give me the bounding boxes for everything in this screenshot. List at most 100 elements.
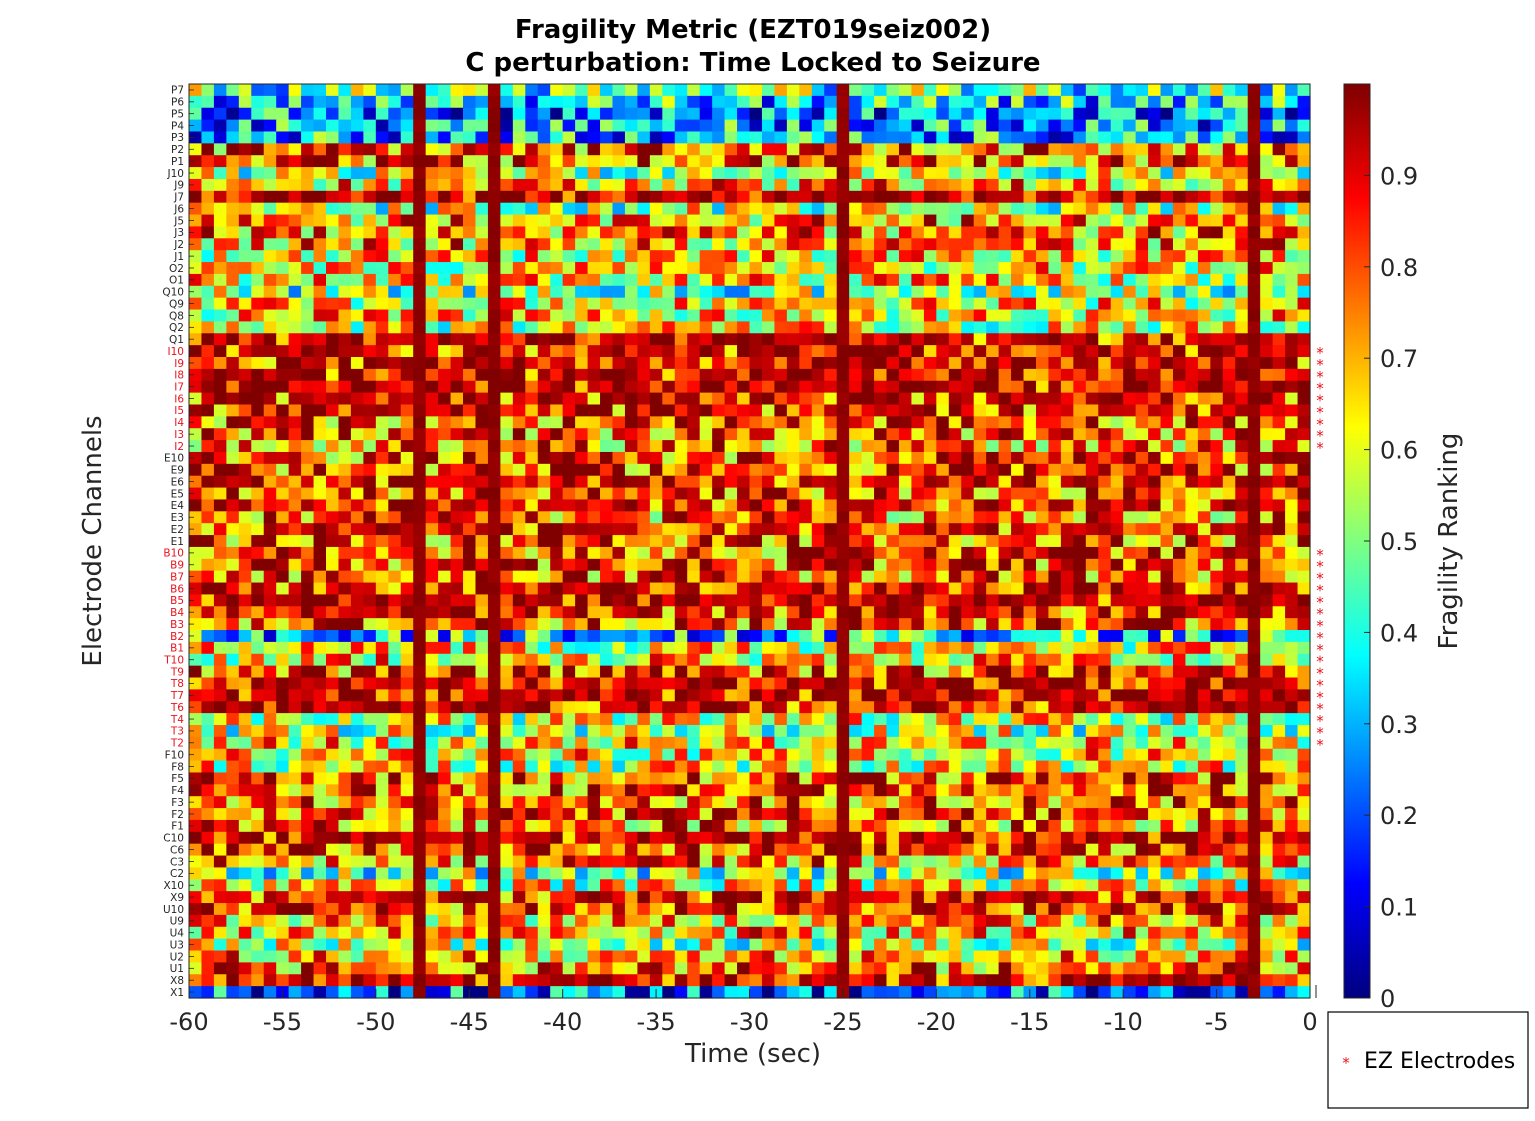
heatmap-cell [1197,392,1211,406]
heatmap-cell [886,143,900,156]
heatmap-cell [811,713,825,726]
heatmap-cell [1123,345,1137,358]
heatmap-cell [886,107,900,121]
heatmap-cell [1011,665,1025,679]
heatmap-cell [936,487,950,501]
heatmap-cell [687,451,701,465]
heatmap-cell [649,273,663,287]
heatmap-cell [1073,297,1087,311]
heatmap-cell [849,523,863,536]
heatmap-cell [624,107,638,121]
heatmap-cell [1035,357,1050,370]
heatmap-cell [886,273,900,287]
heatmap-cell [1023,523,1037,536]
heatmap-cell [388,404,402,417]
heatmap-cell [450,416,464,429]
heatmap-cell [836,440,850,453]
heatmap-cell [836,357,850,370]
heatmap-cell [550,428,564,441]
heatmap-cell [1085,440,1099,453]
heatmap-cell [562,357,576,370]
heatmap-cell [276,262,290,275]
heatmap-cell [612,440,626,453]
heatmap-cell [849,190,863,204]
heatmap-cell [624,511,638,524]
heatmap-cell [986,380,1000,394]
heatmap-cell [413,582,427,596]
heatmap-cell [861,119,875,133]
heatmap-cell [824,107,838,121]
heatmap-cell [1210,475,1224,489]
heatmap-cell [1073,570,1087,584]
heatmap-cell [425,630,439,643]
heatmap-cell [886,689,900,702]
heatmap-cell [525,689,539,702]
heatmap-cell [450,701,464,714]
heatmap-cell [450,570,464,584]
heatmap-cell [263,630,277,643]
heatmap-cell [313,392,327,406]
heatmap-cell [189,309,203,322]
heatmap-cell [998,594,1012,607]
heatmap-cell [774,428,788,441]
heatmap-cell [1048,475,1062,489]
heatmap-cell [1123,428,1137,441]
heatmap-cell [986,665,1000,679]
heatmap-cell [612,167,626,180]
heatmap-cell [898,143,913,156]
heatmap-cell [326,143,340,156]
heatmap-cell [986,499,1000,512]
heatmap-cell [400,107,414,121]
heatmap-cell [1148,155,1162,168]
heatmap-cell [487,606,501,619]
heatmap-cell [1011,345,1025,358]
heatmap-cell [1073,724,1087,738]
heatmap-cell [886,119,900,133]
heatmap-cell [1260,285,1274,299]
heatmap-cell [537,546,551,560]
heatmap-cell [674,701,688,714]
heatmap-cell [537,689,551,702]
heatmap-cell [363,273,377,287]
heatmap-cell [923,463,937,477]
heatmap-cell [350,546,364,560]
heatmap-cell [998,380,1012,394]
heatmap-cell [1222,167,1236,180]
heatmap-cell [550,463,564,477]
heatmap-cell [662,440,676,453]
heatmap-cell [1197,167,1211,180]
heatmap-cell [375,475,389,489]
heatmap-cell [463,95,477,109]
heatmap-cell [575,119,589,133]
heatmap-cell [363,535,377,548]
heatmap-cell [512,345,526,358]
heatmap-cell [326,321,340,334]
heatmap-cell [674,95,688,109]
heatmap-cell [463,131,477,144]
heatmap-cell [189,606,203,619]
heatmap-cell [1222,630,1236,643]
heatmap-cell [824,487,838,501]
heatmap-cell [400,606,414,619]
heatmap-cell [637,190,651,204]
heatmap-cell [326,523,340,536]
heatmap-cell [537,724,551,738]
heatmap-cell [624,665,638,679]
heatmap-cell [1172,84,1187,97]
heatmap-cell [749,190,763,204]
heatmap-cell [898,262,913,275]
heatmap-cell [251,724,265,738]
heatmap-cell [575,333,589,346]
heatmap-cell [1197,143,1211,156]
heatmap-cell [575,285,589,299]
heatmap-cell [1135,665,1149,679]
heatmap-cell [774,582,788,596]
heatmap-cell [699,618,713,631]
heatmap-cell [487,594,501,607]
heatmap-cell [400,641,414,655]
heatmap-cell [1135,273,1149,287]
heatmap-cell [624,297,638,311]
heatmap-cell [363,523,377,536]
heatmap-cell [1247,713,1261,726]
heatmap-cell [1197,641,1211,655]
